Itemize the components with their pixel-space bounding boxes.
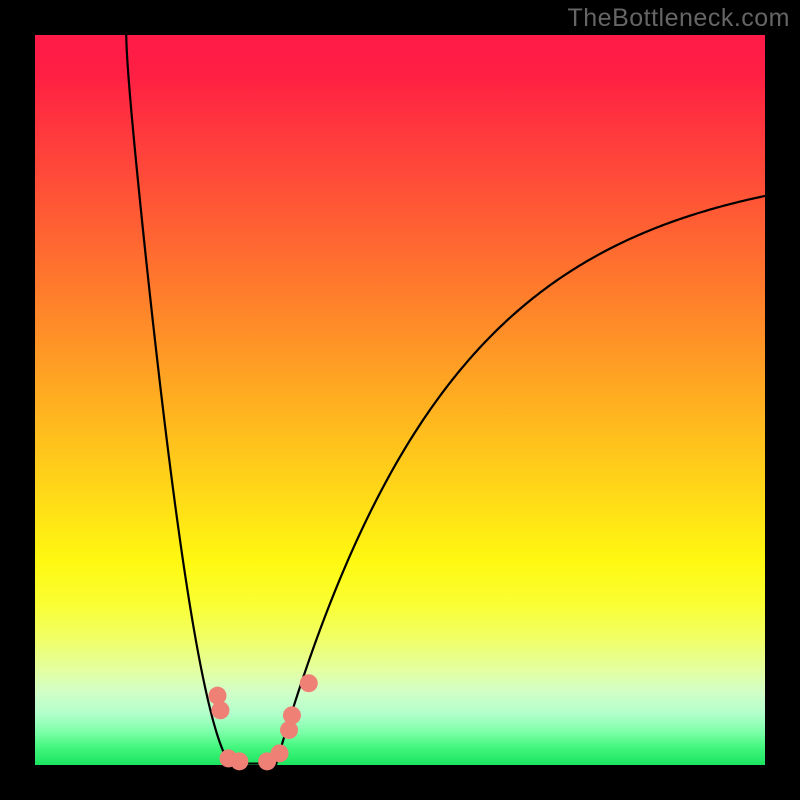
data-marker <box>230 752 248 770</box>
watermark-text: TheBottleneck.com <box>568 4 791 33</box>
data-marker <box>300 674 318 692</box>
data-marker <box>283 706 301 724</box>
data-marker <box>211 701 229 719</box>
bottleneck-chart <box>0 0 800 800</box>
gradient-background <box>35 35 765 765</box>
data-marker <box>271 744 289 762</box>
chart-container: TheBottleneck.com <box>0 0 800 800</box>
